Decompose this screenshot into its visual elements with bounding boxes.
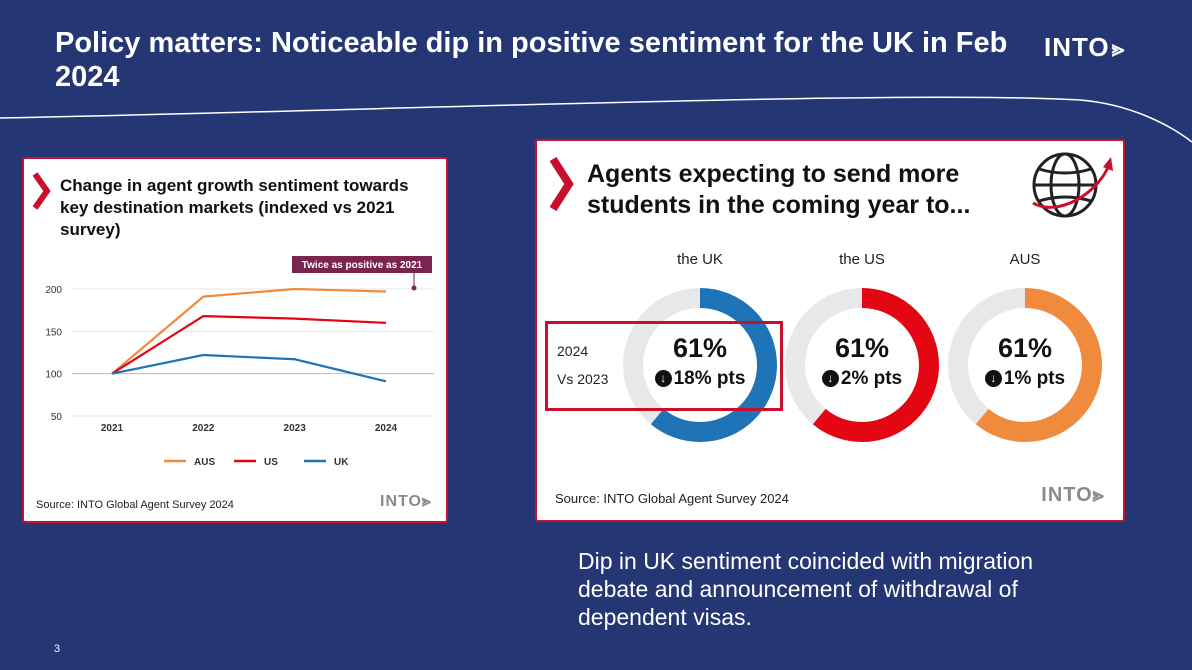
brand-logo: INTO⪢	[1044, 32, 1125, 63]
donut-card-source: Source: INTO Global Agent Survey 2024	[555, 491, 789, 506]
donut-chart	[623, 288, 1102, 442]
double-chevron-icon: ⪢	[421, 493, 432, 510]
double-chevron-icon: ⪢	[1111, 36, 1126, 61]
x-tick-label: 2024	[375, 423, 398, 434]
y-tick-label: 150	[45, 327, 62, 338]
donut-card: Agents expecting to send more students i…	[535, 139, 1125, 522]
line-chart-card: Change in agent growth sentiment towards…	[22, 157, 448, 523]
arrow-down-circle-icon: ↓	[984, 370, 1002, 387]
x-tick-label: 2022	[192, 423, 215, 434]
y-tick-label: 50	[51, 412, 63, 423]
donut-card-logo: INTO⪢	[1041, 484, 1105, 507]
page-number: 3	[54, 643, 61, 655]
x-tick-label: 2023	[284, 423, 307, 434]
series-line-aus	[111, 287, 387, 375]
line-chart-source: Source: INTO Global Agent Survey 2024	[36, 499, 234, 511]
donut-arc-1	[785, 288, 939, 442]
arrow-down-circle-icon: ↓	[821, 370, 839, 387]
callout-box	[292, 256, 432, 273]
callout: Twice as positive as 2021	[292, 256, 432, 291]
donut-change: ↓ 1% pts	[945, 368, 1105, 390]
legend-label-aus: AUS	[194, 457, 215, 468]
callout-dot	[411, 285, 417, 291]
donut-percentage: 61%	[834, 333, 890, 363]
line-chart-logo: INTO⪢	[380, 493, 432, 511]
red-chevron-icon	[549, 156, 574, 212]
donut-change: ↓ 18% pts	[620, 368, 780, 390]
arrow-down-circle-icon: ↓	[654, 370, 672, 387]
callout-text: Twice as positive as 2021	[302, 260, 423, 271]
header-divider-curve	[0, 96, 1192, 143]
donut-card-title: Agents expecting to send more students i…	[587, 160, 971, 219]
donut-change: ↓ 2% pts	[782, 368, 942, 390]
row-label-2024: 2024	[557, 343, 589, 359]
brand-logo-text: INTO	[1044, 32, 1110, 62]
donut-label: the US	[839, 251, 885, 268]
row-label-vs-2023: Vs 2023	[557, 371, 609, 387]
donut-change-text: 18% pts	[673, 368, 746, 389]
annotation-text: Dip in UK sentiment coincided with migra…	[578, 548, 1034, 630]
series-line-uk	[111, 353, 387, 383]
y-tick-label: 100	[45, 370, 62, 381]
donut-card-logo-text: INTO	[1041, 484, 1093, 506]
line-chart-title: Change in agent growth sentiment towards…	[60, 176, 409, 239]
red-chevron-icon	[32, 172, 51, 210]
x-tick-label: 2021	[101, 423, 124, 434]
globe-arrow-icon	[1032, 152, 1113, 218]
page-title: Policy matters: Noticeable dip in positi…	[55, 27, 1008, 93]
line-chart-logo-text: INTO	[380, 493, 422, 510]
line-chart: 200 150 100 50 2021 2022 2023 2024 Twice as posi…	[45, 256, 434, 468]
y-tick-label: 200	[45, 285, 62, 296]
donut-percentage: 61%	[672, 333, 728, 363]
donut-change-text: 2% pts	[840, 368, 903, 389]
donut-arc-0	[623, 288, 777, 442]
donut-label: the UK	[677, 251, 723, 268]
donut-change-text: 1% pts	[1003, 368, 1066, 389]
legend-label-uk: UK	[334, 457, 349, 468]
legend-label-us: US	[264, 457, 278, 468]
donut-arc-2	[948, 288, 1102, 442]
donut-label: AUS	[1009, 251, 1041, 268]
series-line-us	[111, 314, 387, 375]
double-chevron-icon: ⪢	[1092, 484, 1105, 506]
donut-percentage: 61%	[997, 333, 1053, 363]
uk-highlight-box	[545, 321, 783, 411]
